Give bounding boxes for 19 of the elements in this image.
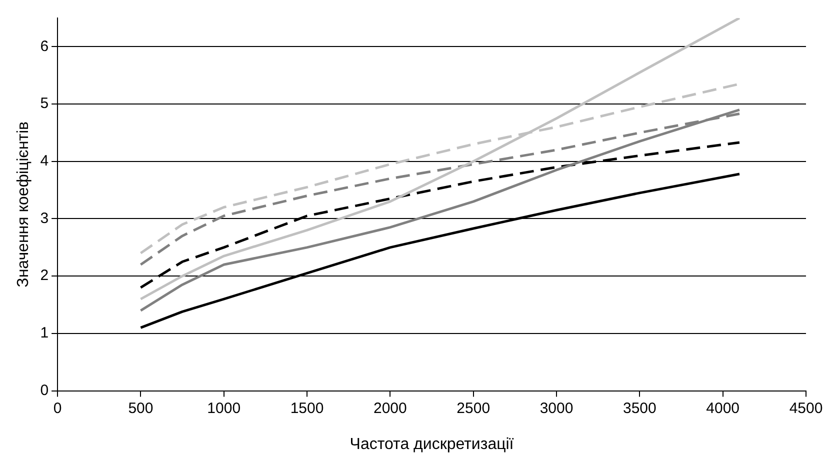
x-tick-label: 3500 (622, 400, 656, 417)
x-tick-label: 3000 (540, 400, 574, 417)
x-tick-label: 2500 (456, 400, 490, 417)
x-tick-label: 1000 (207, 400, 241, 417)
y-axis-title: Значення коефіцієнтів (15, 121, 32, 288)
x-tick-label: 500 (128, 400, 154, 417)
y-tick-label: 4 (40, 152, 49, 170)
x-tick-label: 4000 (706, 400, 740, 417)
x-axis-title: Частота дискретизації (350, 436, 514, 453)
x-tick-label: 2000 (374, 400, 407, 417)
x-tick-label: 1500 (290, 400, 324, 417)
y-tick-label: 3 (40, 210, 49, 227)
y-tick-label: 1 (40, 324, 49, 342)
y-tick-label: 0 (40, 382, 49, 399)
y-tick-label: 5 (40, 95, 49, 112)
x-tick-label: 4500 (789, 400, 823, 417)
y-tick-label: 2 (40, 267, 49, 284)
x-tick-label: 0 (53, 400, 62, 417)
y-tick-label: 6 (40, 38, 49, 55)
